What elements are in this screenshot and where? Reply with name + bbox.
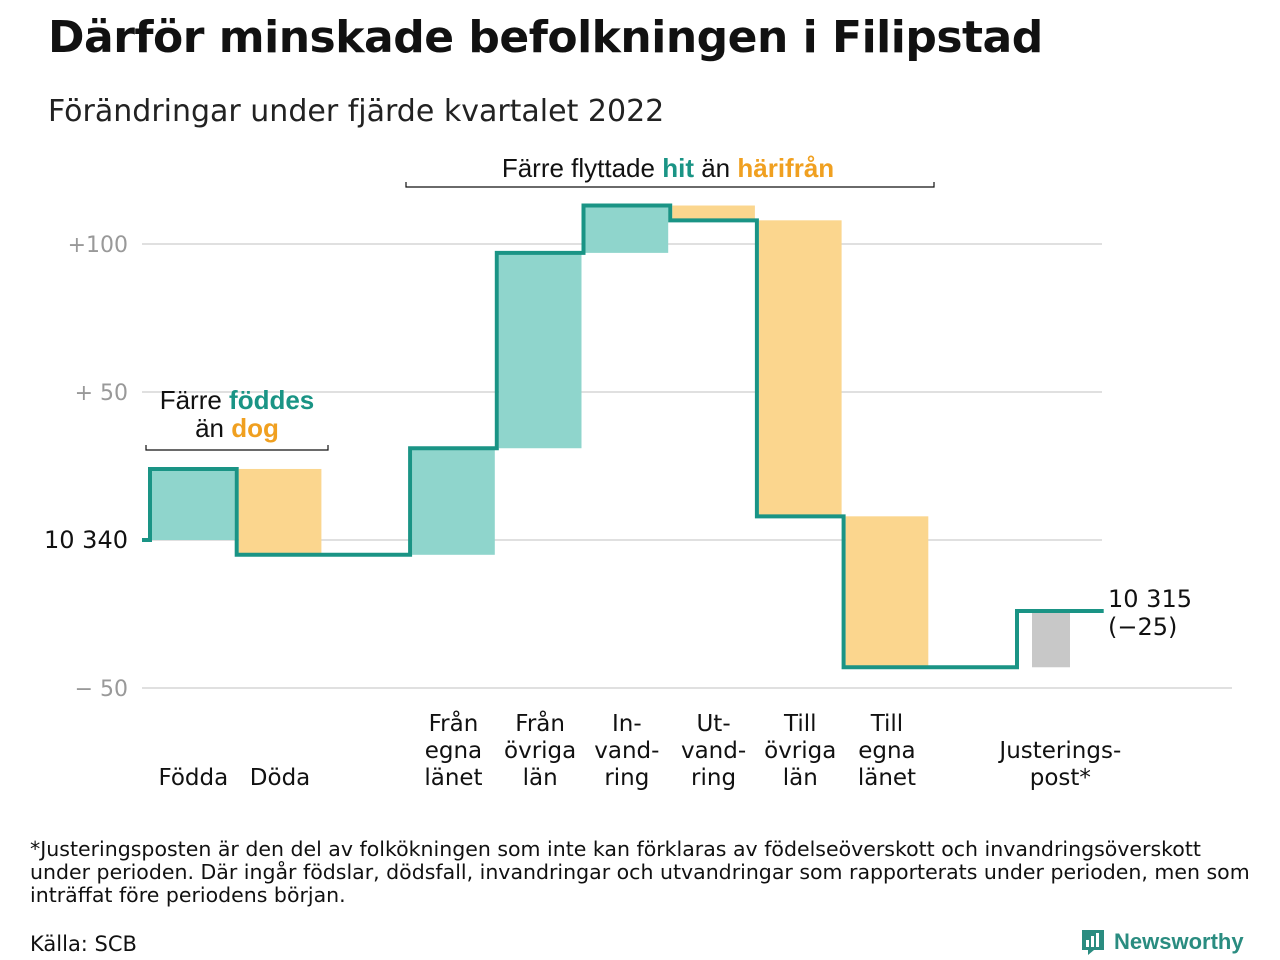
x-axis-label: länet <box>424 765 482 791</box>
x-axis-label: Till <box>870 711 904 737</box>
bar-decrease <box>672 205 755 221</box>
births-annotation-line2: än dog <box>195 413 279 443</box>
end-value: 10 315 <box>1108 585 1192 613</box>
y-axis-ticks: +100 + 50 10 340 − 50 <box>44 233 128 702</box>
x-axis-label: vand- <box>681 738 746 764</box>
running-total-polyline <box>142 203 1104 670</box>
bar-increase <box>412 448 495 555</box>
bar-increase <box>152 468 235 540</box>
x-axis-label: post* <box>1030 765 1091 791</box>
x-axis-label: Från <box>515 709 565 737</box>
chart-subtitle: Förändringar under fjärde kvartalet 2022 <box>48 94 665 129</box>
brand-name: Newsworthy <box>1114 929 1244 954</box>
newsworthy-logo-icon <box>1082 930 1104 955</box>
bar-decrease <box>758 220 842 517</box>
x-axis-label: län <box>523 765 558 791</box>
bar-decrease <box>238 468 322 555</box>
moves-annotation: Färre flyttade hit än härifrån <box>502 153 834 183</box>
x-axis-label: länet <box>858 765 916 791</box>
x-axis-label: Till <box>783 711 817 737</box>
y-tick-label: +100 <box>68 233 128 258</box>
x-axis-label: In- <box>612 711 642 737</box>
x-axis-label: egna <box>425 738 482 764</box>
bar-decrease <box>845 516 929 668</box>
x-axis-label: övriga <box>764 738 836 764</box>
births-bracket <box>145 445 329 451</box>
bars <box>152 205 1070 668</box>
x-axis-label: egna <box>858 738 915 764</box>
births-annotation: Färre föddes <box>160 385 315 415</box>
x-axis-label: ring <box>604 765 649 791</box>
y-tick-label: + 50 <box>75 381 128 406</box>
x-axis-label: Från <box>429 709 479 737</box>
bar-adjustment <box>1032 611 1070 668</box>
moves-bracket <box>405 182 935 188</box>
chart-title: Därför minskade befolkningen i Filipstad <box>48 12 1043 63</box>
bar-increase <box>498 252 582 449</box>
end-value-label: 10 315(−25) <box>1108 585 1192 641</box>
source-label: Källa: SCB <box>30 932 137 956</box>
y-tick-label: 10 340 <box>44 526 128 554</box>
bar-increase <box>585 205 669 253</box>
x-axis-label: Döda <box>250 765 310 791</box>
brand: Newsworthy <box>1080 928 1244 956</box>
y-tick-label: − 50 <box>75 677 128 702</box>
end-change: (−25) <box>1108 613 1177 641</box>
x-axis-label: övriga <box>504 738 576 764</box>
footnote: *Justeringsposten är den del av folkökni… <box>30 837 1250 907</box>
x-axis-label: län <box>783 765 818 791</box>
x-axis-label: Födda <box>158 765 228 791</box>
x-axis-label: ring <box>691 765 736 791</box>
x-axis-label: Justerings- <box>997 738 1121 764</box>
x-axis-labels: Födda DödaFrånegnalänetFrånövrigalänIn-va… <box>158 709 1121 791</box>
x-axis-label: vand- <box>594 738 659 764</box>
x-axis-label: Ut- <box>696 711 730 737</box>
running-total-line <box>142 203 1104 670</box>
